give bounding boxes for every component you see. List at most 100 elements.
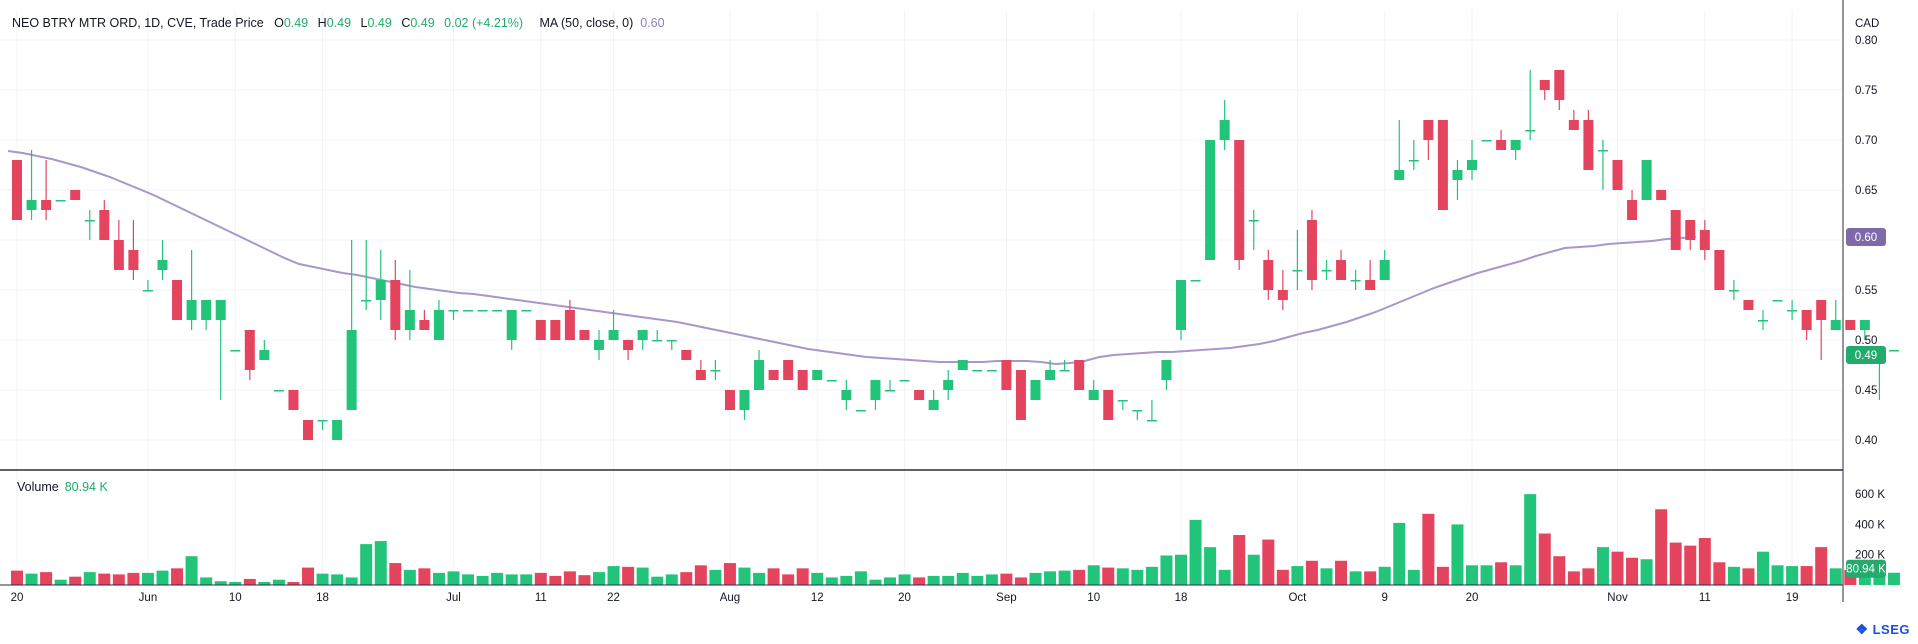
candle — [201, 300, 212, 330]
price-tick-label: 0.65 — [1855, 185, 1877, 197]
volume-bar — [1742, 568, 1755, 585]
volume-bar — [1582, 568, 1595, 585]
candle — [841, 380, 852, 410]
candle — [1437, 120, 1448, 210]
volume-bar — [505, 574, 518, 585]
candle-body — [841, 390, 852, 400]
candle-body — [1467, 160, 1477, 170]
candle-body — [1845, 320, 1856, 330]
volume-bar — [854, 571, 867, 585]
candle — [1699, 220, 1710, 260]
candle-body — [1205, 140, 1216, 260]
candle — [1205, 140, 1216, 260]
open-label: O — [274, 16, 284, 30]
candle — [157, 240, 168, 280]
candle — [1452, 160, 1463, 200]
candle — [1743, 300, 1754, 310]
candle-body — [1670, 210, 1681, 250]
candle-body — [1641, 160, 1652, 200]
candle-body — [1408, 160, 1419, 162]
candle — [1117, 400, 1128, 410]
volume-bar — [723, 563, 736, 585]
candle-body — [390, 280, 401, 330]
volume-bar — [1800, 566, 1813, 585]
candle — [244, 330, 255, 380]
volume-bar — [1786, 566, 1799, 585]
last-price-badge: 0.49 — [1846, 346, 1886, 364]
candle — [754, 350, 765, 390]
candle-body — [1758, 320, 1768, 322]
volume-bar — [840, 575, 853, 585]
volume-badge-text: 80.94 K — [1846, 564, 1886, 576]
volume-bar — [185, 556, 198, 585]
candle-body — [361, 300, 372, 302]
volume-bar — [1291, 566, 1304, 585]
candle — [419, 310, 430, 330]
candle — [1379, 250, 1390, 280]
candle-body — [1277, 290, 1288, 300]
candle-body — [1510, 140, 1521, 150]
volume-bar — [83, 572, 96, 585]
candle-body — [448, 310, 459, 312]
candle-body — [1074, 360, 1085, 390]
last-price-badge-text: 0.49 — [1855, 350, 1877, 362]
candle-body — [70, 190, 81, 200]
candle — [535, 320, 546, 340]
candle — [346, 240, 357, 410]
candle-body — [477, 310, 488, 312]
candle — [1292, 230, 1303, 290]
candle — [1336, 250, 1347, 280]
candle — [1394, 120, 1405, 180]
candle-body — [1263, 260, 1274, 290]
volume-value: 80.94 K — [64, 480, 108, 494]
candle-body — [1728, 290, 1739, 292]
candle — [404, 270, 415, 340]
candle-body — [1161, 360, 1172, 380]
symbol-title: NEO BTRY MTR ORD, 1D, CVE, Trade Price — [12, 16, 264, 30]
volume-bar — [796, 568, 809, 585]
candle-body — [594, 340, 604, 350]
time-tick-label: 12 — [811, 592, 824, 604]
candle — [1597, 140, 1608, 190]
candle-body — [826, 380, 837, 382]
volume-bar — [913, 577, 926, 585]
candle-body — [12, 160, 22, 220]
lseg-logo-icon: ❖ — [1855, 621, 1869, 637]
candle-body — [230, 350, 241, 352]
volume-bar — [680, 572, 693, 585]
volume-bar — [738, 567, 751, 585]
ma-badge-text: 0.60 — [1855, 232, 1877, 244]
candle-body — [1394, 170, 1405, 180]
candle — [695, 360, 706, 380]
candle-body — [26, 200, 37, 210]
candle-body — [1292, 270, 1303, 272]
high-label: H — [317, 16, 327, 30]
candle-body — [1801, 310, 1812, 330]
volume-bar — [1160, 555, 1173, 585]
candle — [1423, 120, 1434, 160]
volume-badge: 80.94 K — [1846, 559, 1886, 578]
candle-body — [695, 370, 706, 380]
volume-bar — [1567, 571, 1580, 585]
candle — [433, 300, 444, 340]
currency-label[interactable]: CAD — [1855, 18, 1880, 30]
candle-body — [1481, 140, 1492, 142]
volume-bar — [331, 574, 344, 585]
candle-body — [1045, 370, 1056, 380]
volume-bar — [1553, 556, 1566, 585]
time-tick-label: 20 — [898, 592, 911, 604]
time-tick-label: 11 — [1699, 592, 1711, 604]
volume-bar — [1698, 538, 1711, 585]
candle — [1059, 360, 1070, 372]
candle — [1787, 300, 1798, 320]
candle — [70, 190, 81, 200]
volume-bar — [141, 572, 154, 585]
candle — [1554, 70, 1565, 110]
time-tick-label: 22 — [607, 592, 620, 604]
candle-body — [1583, 120, 1594, 170]
candle — [1263, 250, 1274, 300]
candle-body — [142, 290, 153, 292]
volume-bar — [753, 572, 766, 585]
volume-bar — [156, 570, 169, 585]
